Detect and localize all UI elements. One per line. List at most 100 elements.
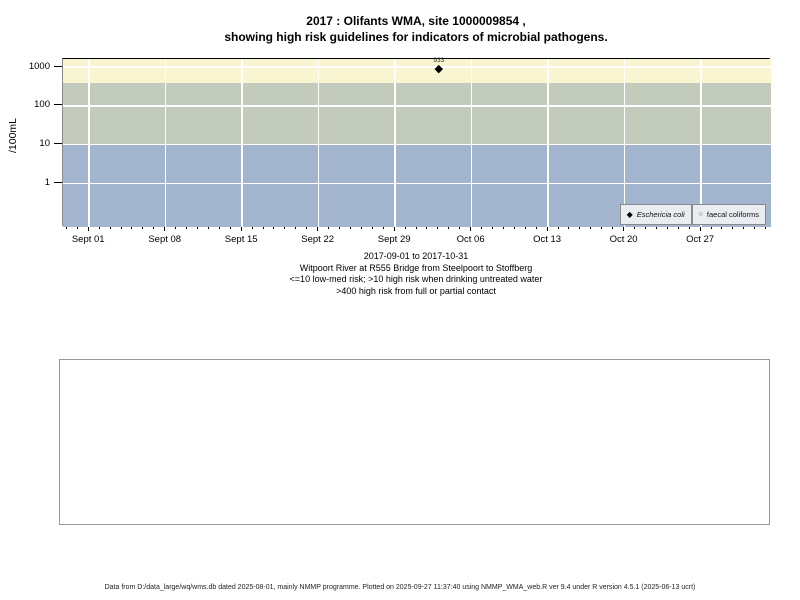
- x-major-tick: [87, 226, 89, 231]
- chart-title-line1: 2017 : Olifants WMA, site 1000009854 ,: [306, 14, 526, 28]
- x-minor-tick: [612, 226, 614, 229]
- subtitle-site-description: Witpoort River at R555 Bridge from Steel…: [299, 262, 533, 273]
- plot-panel: ◆ Eschericia coli ○ faecal coliforms 933: [62, 56, 771, 227]
- x-tick-label: Oct 13: [533, 234, 562, 245]
- x-tick-label: Oct 20: [609, 234, 638, 245]
- x-minor-tick: [710, 226, 712, 229]
- x-major-tick: [470, 226, 472, 231]
- y-major-tick: [54, 65, 62, 67]
- x-minor-tick: [688, 226, 690, 229]
- x-minor-tick: [306, 226, 308, 229]
- x-minor-tick: [328, 226, 330, 229]
- x-minor-tick: [448, 226, 450, 229]
- x-minor-tick: [262, 226, 264, 229]
- x-minor-tick: [196, 226, 198, 229]
- x-tick-label: Oct 06: [456, 234, 485, 245]
- y-major-tick: [54, 143, 62, 145]
- data-point-label: 933: [433, 56, 445, 64]
- x-minor-tick: [349, 226, 351, 229]
- x-minor-tick: [732, 226, 734, 229]
- x-major-tick: [164, 226, 166, 231]
- x-minor-tick: [65, 226, 67, 229]
- x-minor-tick: [535, 226, 537, 229]
- x-minor-tick: [360, 226, 362, 229]
- x-major-tick: [623, 226, 625, 231]
- x-tick-label: Sept 22: [301, 234, 335, 245]
- x-minor-tick: [295, 226, 297, 229]
- x-minor-tick: [404, 226, 406, 229]
- v-gridline: [241, 59, 243, 227]
- v-gridline: [700, 59, 702, 227]
- subtitle-risk-note-drinking: <=10 low-med risk; >10 high risk when dr…: [289, 274, 543, 284]
- x-minor-tick: [415, 226, 417, 229]
- x-minor-tick: [579, 226, 581, 229]
- empty-panel: [59, 359, 770, 525]
- x-major-tick: [546, 226, 548, 231]
- h-gridline: [63, 182, 771, 184]
- v-gridline: [470, 59, 473, 227]
- y-major-tick: [54, 181, 62, 183]
- x-minor-tick: [175, 226, 177, 229]
- subtitle-risk-note-contact: >400 high risk from full or partial cont…: [336, 285, 496, 296]
- x-minor-tick: [251, 226, 253, 229]
- filled-diamond-icon: ◆: [626, 209, 633, 219]
- x-minor-tick: [98, 226, 100, 229]
- chart-title: 2017 : Olifants WMA, site 1000009854 , s…: [62, 13, 770, 45]
- x-minor-tick: [186, 226, 188, 229]
- v-gridline: [164, 59, 167, 227]
- x-minor-tick: [109, 226, 111, 229]
- x-minor-tick: [644, 226, 646, 229]
- x-minor-tick: [120, 226, 122, 229]
- x-minor-tick: [437, 226, 439, 229]
- y-major-tick: [54, 104, 62, 106]
- x-major-tick: [240, 226, 242, 231]
- x-minor-tick: [491, 226, 493, 229]
- x-minor-tick: [426, 226, 428, 229]
- x-minor-tick: [655, 226, 657, 229]
- x-tick-label: Sept 01: [71, 234, 105, 245]
- x-minor-tick: [339, 226, 341, 229]
- risk-band-high-risk-drinking: [63, 82, 771, 145]
- x-minor-tick: [743, 226, 745, 229]
- x-minor-tick: [765, 226, 767, 229]
- v-gridline: [547, 59, 549, 227]
- x-minor-tick: [677, 226, 679, 229]
- y-tick-label: 1000: [28, 60, 50, 72]
- x-tick-label: Sept 29: [377, 234, 411, 245]
- x-minor-tick: [601, 226, 603, 229]
- x-minor-tick: [502, 226, 504, 229]
- open-circle-icon: ○: [698, 210, 703, 218]
- legend-entry-faecal-coliforms: ○ faecal coliforms: [691, 204, 766, 225]
- x-major-tick: [317, 226, 319, 231]
- h-gridline: [63, 143, 771, 146]
- y-tick-label: 100: [34, 99, 50, 111]
- x-minor-tick: [229, 226, 231, 229]
- y-tick-label: 1: [44, 176, 50, 188]
- x-minor-tick: [131, 226, 133, 229]
- x-minor-tick: [284, 226, 286, 229]
- x-major-tick: [393, 226, 395, 231]
- v-gridline: [623, 59, 626, 227]
- x-minor-tick: [481, 226, 483, 229]
- x-minor-tick: [568, 226, 570, 229]
- x-tick-label: Oct 27: [686, 234, 715, 245]
- legend: ◆ Eschericia coli ○ faecal coliforms: [619, 204, 766, 225]
- x-minor-tick: [524, 226, 526, 229]
- x-minor-tick: [76, 226, 78, 229]
- x-major-tick: [699, 226, 701, 231]
- risk-band-high-risk-contact: [63, 59, 771, 83]
- x-minor-tick: [153, 226, 155, 229]
- legend-entry-ecoli: ◆ Eschericia coli: [619, 204, 692, 225]
- x-minor-tick: [557, 226, 559, 229]
- x-minor-tick: [666, 226, 668, 229]
- x-minor-tick: [142, 226, 144, 229]
- y-tick-label: 10: [39, 138, 50, 150]
- subtitle-date-range: 2017-09-01 to 2017-10-31: [363, 251, 469, 261]
- subtitle-block: 2017-09-01 to 2017-10-31 Witpoort River …: [62, 251, 770, 297]
- footer-provenance-text: Data from D:/data_large/wq/wms.db dated …: [104, 584, 696, 591]
- v-gridline: [317, 59, 320, 227]
- x-tick-label: Sept 15: [224, 234, 258, 245]
- x-minor-tick: [513, 226, 515, 229]
- v-gridline: [88, 59, 90, 227]
